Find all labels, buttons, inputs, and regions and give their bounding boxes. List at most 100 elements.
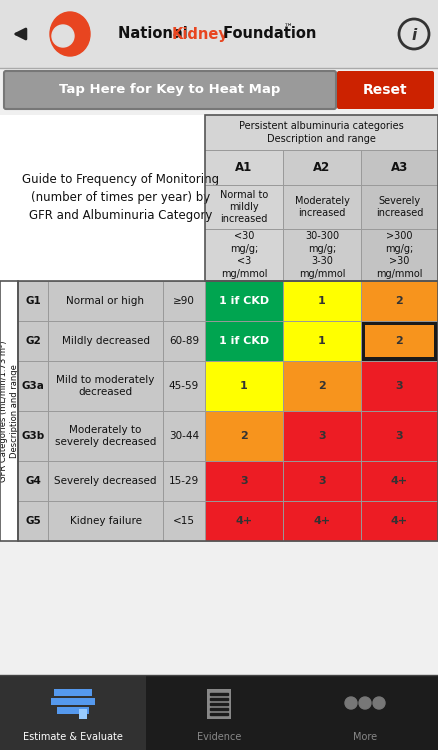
Text: Mildly decreased: Mildly decreased: [61, 336, 149, 346]
Bar: [18, 361, 205, 411]
Bar: [361, 185, 438, 229]
Bar: [283, 461, 361, 501]
Text: 30-44: 30-44: [169, 431, 199, 441]
Text: 2: 2: [240, 431, 248, 441]
Circle shape: [52, 25, 74, 47]
Text: 30-300
mg/g;
3-30
mg/mmol: 30-300 mg/g; 3-30 mg/mmol: [299, 232, 345, 278]
Text: G1: G1: [25, 296, 41, 306]
Bar: [205, 361, 283, 411]
Bar: [210, 703, 228, 704]
Text: 2: 2: [396, 296, 403, 306]
Text: Evidence: Evidence: [197, 732, 241, 742]
Text: 3: 3: [396, 381, 403, 391]
Bar: [283, 150, 361, 185]
Bar: [365, 325, 434, 357]
Bar: [18, 411, 205, 461]
Bar: [361, 411, 438, 461]
Text: 3: 3: [318, 431, 326, 441]
Bar: [283, 281, 361, 321]
Text: 1 if CKD: 1 if CKD: [219, 336, 269, 346]
Text: Mild to moderately
decreased: Mild to moderately decreased: [57, 375, 155, 398]
Text: ™: ™: [284, 23, 293, 32]
Text: G2: G2: [25, 336, 41, 346]
Bar: [283, 185, 361, 229]
Text: G5: G5: [25, 516, 41, 526]
Bar: [205, 229, 283, 281]
Text: 3: 3: [396, 431, 403, 441]
Bar: [205, 115, 438, 281]
Bar: [283, 411, 361, 461]
Bar: [0, 281, 18, 541]
Text: 1: 1: [318, 336, 326, 346]
Bar: [0, 115, 438, 541]
Bar: [361, 281, 438, 321]
Bar: [283, 361, 361, 411]
Bar: [0, 675, 146, 750]
Text: Guide to Frequency of Monitoring
(number of times per year) by
GFR and Albuminur: Guide to Frequency of Monitoring (number…: [22, 173, 219, 223]
FancyBboxPatch shape: [337, 71, 434, 109]
Bar: [205, 321, 283, 361]
Bar: [361, 361, 438, 411]
Text: 60-89: 60-89: [169, 336, 199, 346]
Text: i: i: [411, 28, 417, 43]
Text: 45-59: 45-59: [169, 381, 199, 391]
Bar: [210, 698, 228, 700]
Text: G3a: G3a: [21, 381, 44, 391]
Bar: [57, 707, 89, 714]
Text: Moderately
increased: Moderately increased: [295, 196, 350, 218]
Text: 4+: 4+: [236, 516, 253, 526]
Text: G4: G4: [25, 476, 41, 486]
Bar: [205, 461, 283, 501]
Bar: [361, 501, 438, 541]
Bar: [283, 229, 361, 281]
Bar: [361, 321, 438, 361]
Text: 4+: 4+: [314, 516, 331, 526]
Text: >300
mg/g;
>30
mg/mmol: >300 mg/g; >30 mg/mmol: [376, 232, 423, 278]
Text: Moderately to
severely decreased: Moderately to severely decreased: [55, 424, 156, 447]
Bar: [18, 281, 438, 541]
Text: 2: 2: [318, 381, 326, 391]
Bar: [283, 321, 361, 361]
Bar: [18, 501, 205, 541]
Bar: [210, 713, 228, 715]
Text: A1: A1: [235, 161, 253, 174]
Bar: [361, 461, 438, 501]
Text: ≥90: ≥90: [173, 296, 195, 306]
Circle shape: [345, 697, 357, 709]
Text: Estimate & Evaluate: Estimate & Evaluate: [23, 732, 123, 742]
Text: 3: 3: [318, 476, 326, 486]
Text: Tap Here for Key to Heat Map: Tap Here for Key to Heat Map: [59, 83, 281, 97]
Text: Severely
increased: Severely increased: [376, 196, 423, 218]
Text: 1: 1: [240, 381, 248, 391]
Bar: [79, 709, 87, 719]
Bar: [205, 501, 283, 541]
Circle shape: [373, 697, 385, 709]
Text: A2: A2: [313, 161, 331, 174]
Text: 2: 2: [396, 336, 403, 346]
Text: <15: <15: [173, 516, 195, 526]
Bar: [205, 281, 283, 321]
Bar: [205, 185, 283, 229]
Text: A3: A3: [391, 161, 408, 174]
Text: GFR Categories (mL/min/1.73 m²)
Description and range: GFR Categories (mL/min/1.73 m²) Descript…: [0, 340, 19, 482]
FancyBboxPatch shape: [4, 71, 336, 109]
Bar: [361, 150, 438, 185]
Bar: [51, 698, 95, 705]
Text: 4+: 4+: [391, 516, 408, 526]
Text: Kidney: Kidney: [172, 26, 229, 41]
Text: G3b: G3b: [21, 431, 45, 441]
Bar: [210, 693, 228, 694]
Bar: [207, 689, 231, 719]
Text: Reset: Reset: [363, 83, 408, 97]
Circle shape: [359, 697, 371, 709]
Text: National: National: [118, 26, 193, 41]
Bar: [0, 0, 438, 68]
Bar: [205, 115, 438, 150]
Text: Normal or high: Normal or high: [67, 296, 145, 306]
Bar: [54, 689, 92, 696]
Bar: [210, 708, 228, 710]
Text: <30
mg/g;
<3
mg/mmol: <30 mg/g; <3 mg/mmol: [221, 232, 267, 278]
Bar: [0, 675, 438, 750]
Ellipse shape: [50, 12, 90, 56]
Bar: [205, 150, 283, 185]
